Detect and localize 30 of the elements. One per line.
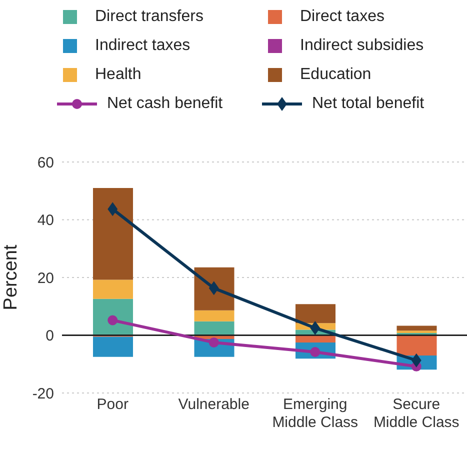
legend-label: Indirect subsidies xyxy=(300,36,424,54)
legend-label: Net total benefit xyxy=(312,94,424,112)
point xyxy=(108,202,118,216)
y-tick-label: 20 xyxy=(37,270,54,287)
bar xyxy=(93,188,133,280)
y-tick-label: 40 xyxy=(37,212,54,230)
point xyxy=(310,321,320,336)
y-tick-label: 60 xyxy=(37,154,54,172)
bar xyxy=(396,335,437,356)
x-tick-label: Secure Middle Class xyxy=(373,396,460,431)
x-tick-label: Poor xyxy=(96,396,128,413)
x-tick-label: Emerging Middle Class xyxy=(272,396,358,431)
bar xyxy=(194,321,234,336)
y-axis-title: Percent xyxy=(0,244,22,310)
y-tick-label: 0 xyxy=(46,328,54,345)
bar xyxy=(194,310,234,322)
y-tick-label: -20 xyxy=(32,385,54,402)
legend-label: Indirect taxes xyxy=(95,36,190,54)
bar xyxy=(93,280,133,299)
point xyxy=(411,353,422,368)
legend-label: Direct transfers xyxy=(95,8,204,26)
x-tick-label: Vulnerable xyxy=(178,396,250,413)
legend-label: Direct taxes xyxy=(300,8,384,26)
legend-label: Health xyxy=(95,66,142,84)
point xyxy=(208,337,219,348)
bar xyxy=(93,336,133,357)
bar xyxy=(296,304,336,324)
legend-label: Education xyxy=(300,66,372,84)
legend-label: Net cash benefit xyxy=(107,94,223,112)
bar xyxy=(396,326,437,331)
